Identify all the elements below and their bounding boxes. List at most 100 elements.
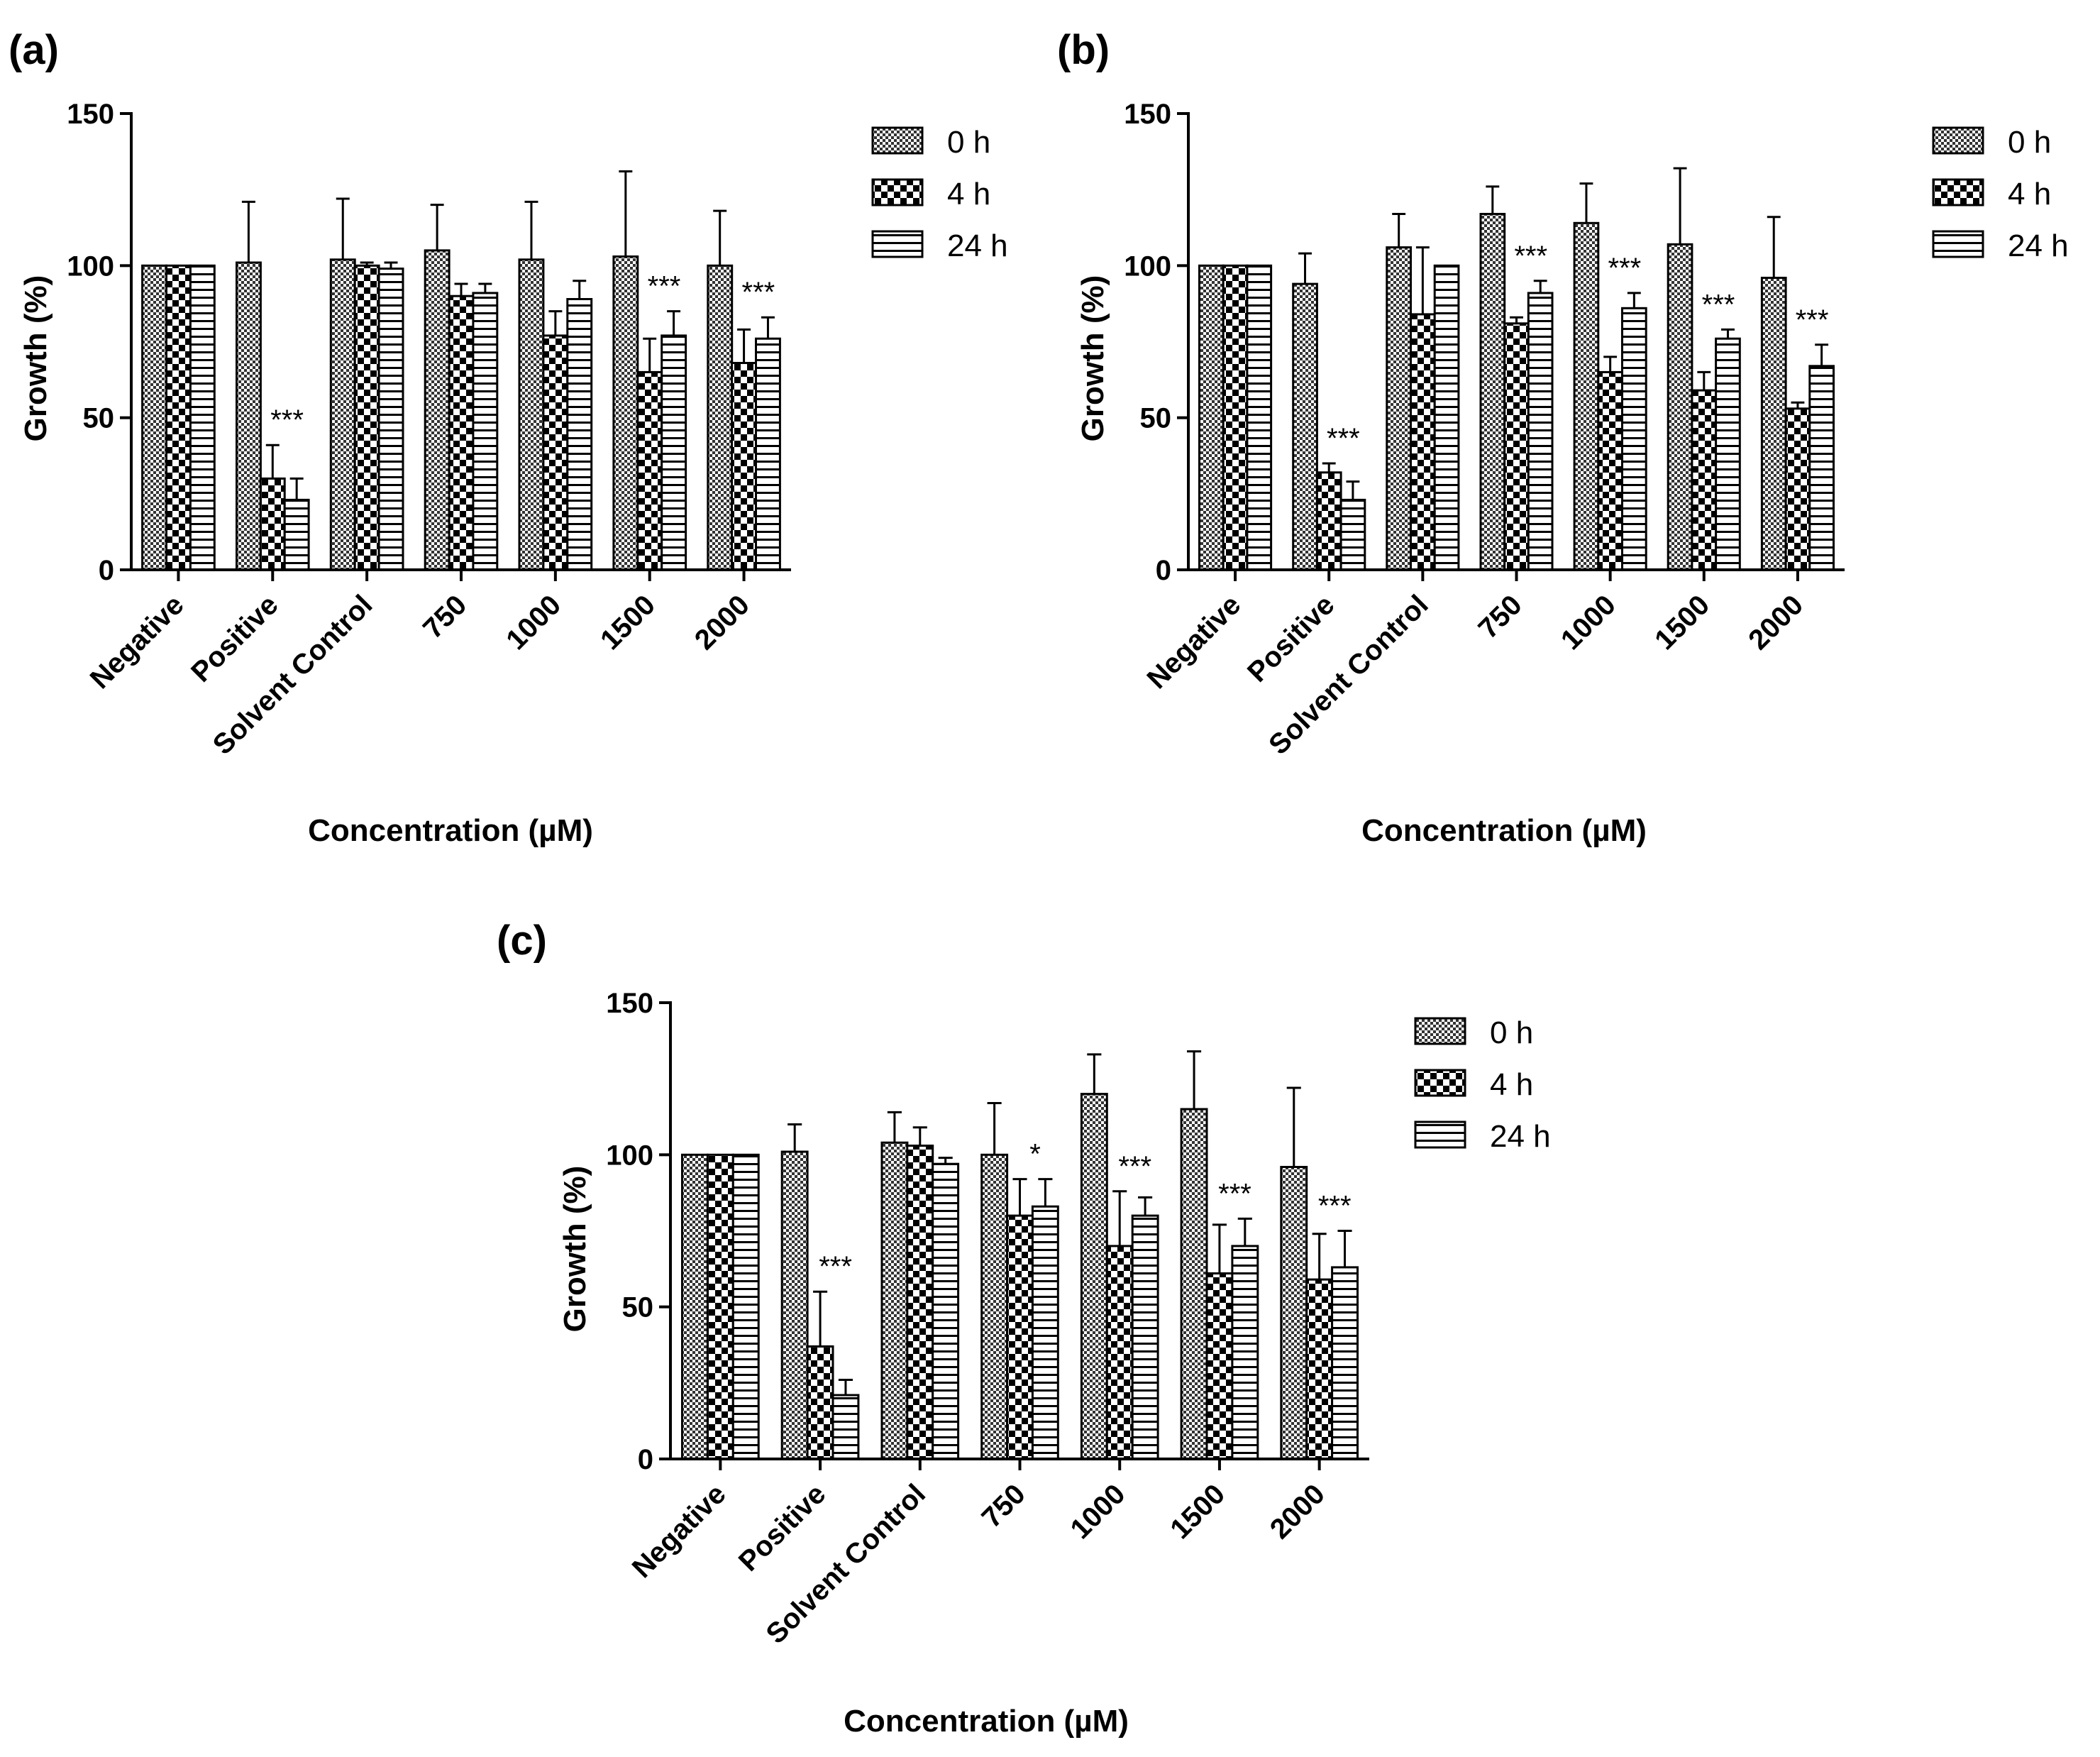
bar-4h-5 bbox=[1205, 1272, 1234, 1460]
bar-0h-0 bbox=[681, 1153, 709, 1460]
legend-swatch-24h bbox=[1932, 230, 1984, 258]
y-tick-label: 150 bbox=[67, 99, 114, 130]
significance-marker: *** bbox=[1327, 423, 1360, 454]
x-tick-label: 1500 bbox=[1164, 1478, 1231, 1545]
bar-4h-6 bbox=[1784, 407, 1811, 571]
bar-24h-1 bbox=[831, 1394, 860, 1460]
chart-panel-b: (b) Growth (%) Concentration (µM) 0 h 4 … bbox=[1057, 27, 2069, 848]
y-tick-label: 150 bbox=[606, 988, 653, 1019]
bar-4h-2 bbox=[906, 1145, 934, 1460]
bar-24h-0 bbox=[189, 264, 216, 571]
x-tick-label: 1000 bbox=[1555, 589, 1622, 656]
legend-label-0h: 0 h bbox=[2008, 125, 2051, 160]
significance-marker: *** bbox=[1796, 304, 1829, 336]
bar-4h-5 bbox=[636, 370, 663, 571]
legend-swatch-24h bbox=[871, 230, 924, 258]
bar-4h-4 bbox=[1105, 1245, 1134, 1460]
y-tick-label: 0 bbox=[99, 555, 114, 586]
bar-4h-0 bbox=[165, 264, 192, 571]
bar-0h-3 bbox=[1479, 213, 1506, 571]
x-tick-label: 2000 bbox=[1264, 1478, 1331, 1545]
legend: 0 h 4 h 24 h bbox=[871, 125, 1008, 263]
legend-swatch-4h bbox=[1932, 178, 1984, 206]
bar-0h-2 bbox=[1386, 246, 1413, 571]
bar-24h-2 bbox=[1433, 264, 1460, 571]
bar-24h-6 bbox=[1808, 365, 1835, 571]
significance-marker: *** bbox=[819, 1251, 852, 1282]
bar-4h-1 bbox=[259, 477, 286, 571]
bar-24h-6 bbox=[1331, 1266, 1359, 1460]
bar-4h-6 bbox=[731, 362, 757, 571]
bar-24h-5 bbox=[1715, 337, 1741, 571]
significance-marker: *** bbox=[1118, 1151, 1151, 1182]
bar-4h-3 bbox=[448, 294, 475, 571]
x-axis-title: Concentration (µM) bbox=[1361, 813, 1647, 848]
bar-24h-3 bbox=[1527, 292, 1554, 571]
bar-4h-4 bbox=[1597, 370, 1624, 571]
bar-4h-0 bbox=[1222, 264, 1249, 571]
significance-marker: *** bbox=[1702, 289, 1735, 320]
x-tick-label: Negative bbox=[84, 589, 190, 695]
x-tick-label: Positive bbox=[1242, 589, 1341, 688]
x-tick-label: 2000 bbox=[1742, 589, 1809, 656]
bar-4h-1 bbox=[1315, 471, 1342, 571]
panel-label: (a) bbox=[9, 27, 59, 73]
legend-label-4h: 4 h bbox=[2008, 177, 2051, 211]
bar-0h-1 bbox=[236, 261, 262, 571]
bar-24h-5 bbox=[1231, 1245, 1259, 1460]
chart-panel-a: (a) Growth (%) Concentration (µM) 0 h 4 … bbox=[9, 27, 1008, 848]
y-tick-label: 50 bbox=[622, 1292, 654, 1323]
legend-label-24h: 24 h bbox=[2008, 228, 2069, 263]
y-tick-label: 150 bbox=[1124, 99, 1171, 130]
bar-24h-0 bbox=[1246, 264, 1273, 571]
legend-swatch-24h bbox=[1414, 1120, 1466, 1149]
legend: 0 h 4 h 24 h bbox=[1414, 1015, 1551, 1154]
x-tick-label: Negative bbox=[626, 1478, 732, 1584]
significance-marker: *** bbox=[742, 277, 775, 308]
significance-marker: *** bbox=[1318, 1191, 1352, 1222]
y-tick-label: 50 bbox=[83, 403, 115, 434]
bar-0h-5 bbox=[1180, 1108, 1208, 1460]
legend-label-24h: 24 h bbox=[947, 228, 1008, 263]
panel-label: (c) bbox=[497, 918, 547, 964]
y-tick-label: 0 bbox=[638, 1444, 653, 1475]
legend-swatch-4h bbox=[1414, 1069, 1466, 1097]
bar-0h-0 bbox=[1198, 264, 1225, 571]
bar-24h-3 bbox=[472, 292, 499, 571]
bar-0h-5 bbox=[612, 255, 639, 571]
bar-0h-6 bbox=[1760, 277, 1787, 571]
y-axis-title: Growth (%) bbox=[1076, 275, 1110, 442]
x-tick-label: 750 bbox=[417, 589, 472, 644]
legend-label-4h: 4 h bbox=[947, 177, 990, 211]
legend-label-4h: 4 h bbox=[1490, 1067, 1533, 1102]
legend-label-0h: 0 h bbox=[947, 125, 990, 160]
legend-label-0h: 0 h bbox=[1490, 1015, 1533, 1050]
bar-24h-4 bbox=[1621, 307, 1647, 571]
bar-24h-6 bbox=[755, 337, 781, 571]
bar-4h-6 bbox=[1305, 1278, 1334, 1460]
bar-24h-4 bbox=[1131, 1214, 1159, 1460]
bar-0h-1 bbox=[780, 1150, 809, 1460]
x-tick-label: 1000 bbox=[500, 589, 567, 656]
y-axis-title: Growth (%) bbox=[18, 275, 53, 442]
significance-marker: *** bbox=[270, 404, 304, 436]
chart-panel-c: (c) Growth (%) Concentration (µM) 0 h 4 … bbox=[497, 918, 1551, 1739]
x-tick-label: 1500 bbox=[1649, 589, 1715, 656]
significance-marker: *** bbox=[1514, 241, 1547, 272]
bar-0h-3 bbox=[980, 1153, 1009, 1460]
x-tick-label: Solvent Control bbox=[207, 589, 379, 761]
bar-4h-0 bbox=[706, 1153, 734, 1460]
bar-4h-5 bbox=[1691, 389, 1718, 571]
bar-0h-6 bbox=[707, 264, 734, 571]
bar-4h-1 bbox=[806, 1345, 834, 1460]
bar-0h-4 bbox=[1080, 1093, 1108, 1460]
bar-0h-6 bbox=[1280, 1166, 1308, 1460]
y-axis-title: Growth (%) bbox=[558, 1166, 592, 1333]
x-tick-label: 750 bbox=[1473, 589, 1528, 644]
x-axis-title: Concentration (µM) bbox=[844, 1704, 1129, 1739]
bar-24h-0 bbox=[731, 1153, 760, 1460]
legend-swatch-0h bbox=[871, 126, 924, 155]
bar-24h-2 bbox=[932, 1162, 960, 1460]
bar-0h-5 bbox=[1667, 243, 1693, 571]
